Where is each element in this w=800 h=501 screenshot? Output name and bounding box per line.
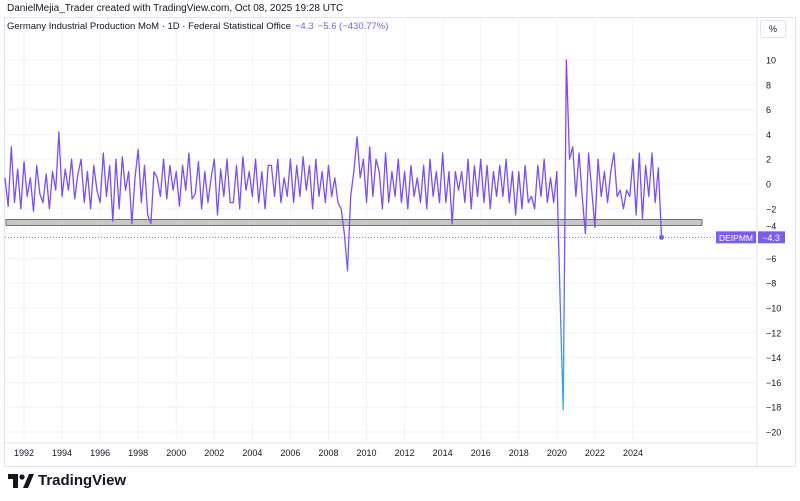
y-tick-label: −2	[766, 204, 776, 214]
x-tick-label: 2008	[318, 448, 338, 458]
x-tick-label: 1996	[90, 448, 110, 458]
y-tick-label: −8	[766, 279, 776, 289]
percent-scale-button[interactable]: %	[760, 20, 786, 38]
y-tick-label: −12	[766, 328, 781, 338]
y-tick-label: −16	[766, 378, 781, 388]
x-tick-label: 1994	[52, 448, 72, 458]
y-tick-label: 0	[766, 180, 771, 190]
y-tick-label: 4	[766, 130, 771, 140]
x-tick-label: 2006	[280, 448, 300, 458]
last-value-label: −4.3	[762, 233, 780, 243]
chart-frame	[4, 17, 796, 467]
x-tick-label: 2004	[242, 448, 262, 458]
x-tick-label: 2012	[395, 448, 415, 458]
legend-last: −4.3	[294, 21, 314, 32]
y-tick-label: −20	[766, 428, 781, 438]
x-tick-label: 2014	[433, 448, 453, 458]
y-tick-label: −4	[766, 221, 776, 231]
x-tick-label: 2020	[547, 448, 567, 458]
x-tick-label: 1992	[14, 448, 34, 458]
tradingview-logo-icon	[8, 473, 34, 488]
symbol-label-bg	[716, 231, 756, 244]
x-tick-label: 2000	[166, 448, 186, 458]
horizontal-band-rectangle	[5, 219, 703, 226]
y-tick-label: 2	[766, 155, 771, 165]
tradingview-logo[interactable]: TradingView	[8, 472, 126, 489]
x-tick-label: 2002	[204, 448, 224, 458]
x-tick-label: 1998	[128, 448, 148, 458]
chart-legend: Germany Industrial Production MoM · 1D ·…	[7, 21, 388, 32]
y-tick-label: 8	[766, 80, 771, 90]
y-tick-label: −6	[766, 254, 776, 264]
y-tick-label: −10	[766, 304, 781, 314]
last-value-label-bg	[758, 231, 785, 244]
logo-text: TradingView	[38, 472, 127, 489]
x-tick-label: 2010	[357, 448, 377, 458]
y-tick-label: 6	[766, 105, 771, 115]
x-tick-label: 2018	[509, 448, 529, 458]
legend-change: −5.6 (−430.77%)	[317, 21, 389, 32]
series-line-deipmm	[4, 59, 663, 411]
y-tick-label: 10	[766, 56, 776, 66]
x-tick-label: 2024	[623, 448, 643, 458]
legend-title: Germany Industrial Production MoM · 1D ·…	[7, 21, 291, 32]
x-tick-label: 2022	[585, 448, 605, 458]
symbol-label: DEIPMM	[719, 233, 753, 243]
credit-text: DanielMejia_Trader created with TradingV…	[7, 3, 344, 14]
x-tick-label: 2016	[471, 448, 491, 458]
y-tick-label: −18	[766, 403, 781, 413]
y-tick-label: −14	[766, 353, 781, 363]
last-point-marker	[659, 234, 665, 240]
